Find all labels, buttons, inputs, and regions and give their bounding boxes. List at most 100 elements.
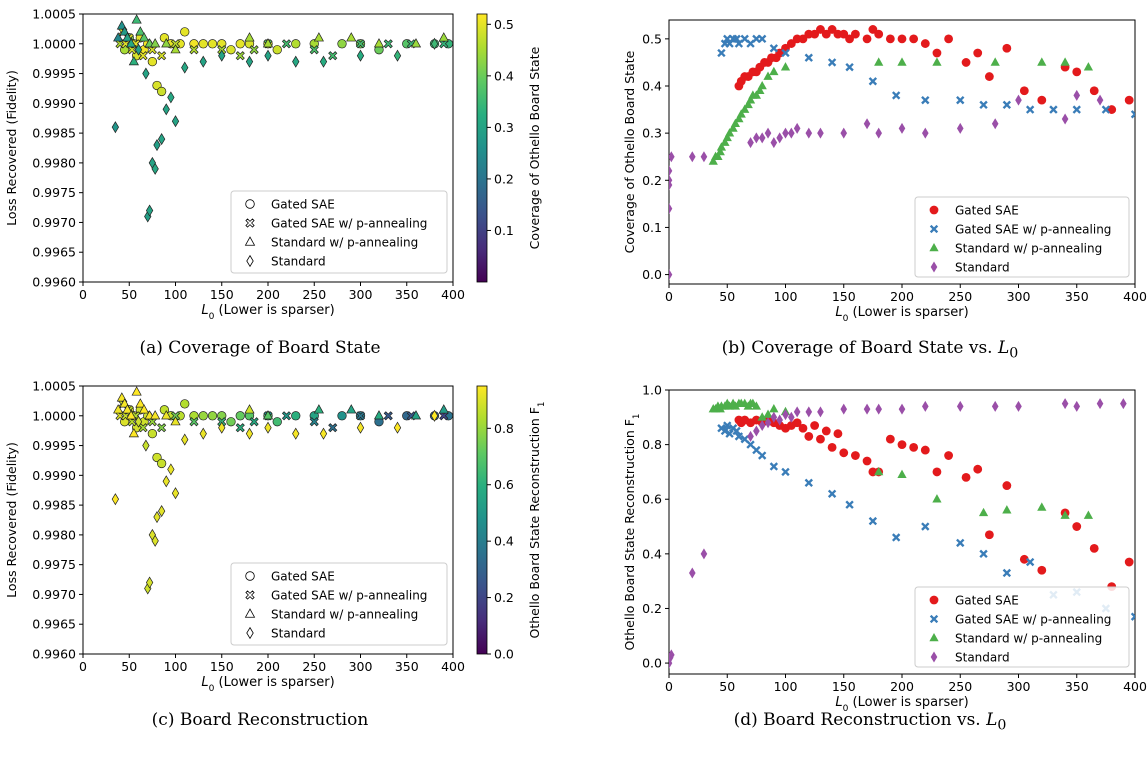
data-point	[430, 37, 439, 50]
data-point	[840, 403, 848, 415]
data-point	[383, 39, 393, 49]
legend-label: Standard w/ p-annealing	[271, 236, 418, 250]
x-tick-label: 150	[210, 287, 234, 302]
data-point	[119, 26, 130, 36]
data-point	[1037, 502, 1047, 511]
legend-label: Gated SAE w/ p-annealing	[271, 589, 427, 603]
data-point	[1073, 400, 1081, 412]
data-point	[746, 440, 755, 449]
data-point	[150, 410, 161, 420]
data-point	[909, 442, 919, 452]
caption-b: (b) Coverage of Board State vs. L0	[640, 338, 1100, 361]
data-point	[747, 137, 754, 149]
y-tick-label: 0.9985	[32, 126, 76, 141]
data-point	[131, 14, 142, 24]
data-point	[669, 203, 673, 215]
data-point	[782, 127, 789, 139]
data-point	[804, 53, 813, 62]
x-tick-label: 150	[832, 289, 856, 304]
data-point	[189, 417, 199, 427]
data-point	[1025, 557, 1035, 567]
colorbar-tick-label: 0.8	[494, 421, 514, 436]
x-tick-label: 200	[890, 679, 914, 694]
data-point	[792, 418, 802, 428]
data-point	[1015, 94, 1022, 106]
legend-marker	[246, 626, 254, 640]
y-tick-label: 1.0	[642, 383, 662, 398]
data-point	[1025, 105, 1035, 114]
data-point	[984, 530, 994, 540]
caption-d-subscript: 0	[997, 717, 1007, 734]
data-point	[162, 475, 170, 488]
data-point	[138, 404, 150, 414]
data-point	[922, 400, 929, 412]
data-point	[373, 38, 385, 48]
y-tick-label: 0.4	[642, 79, 662, 94]
y-tick-label: 1.0005	[32, 7, 76, 22]
data-point	[669, 269, 673, 281]
data-point	[991, 400, 999, 412]
data-point	[776, 132, 783, 144]
data-point	[157, 133, 166, 146]
data-point	[244, 32, 255, 42]
data-point	[788, 411, 795, 423]
y-tick-label: 1.0000	[32, 408, 76, 423]
data-point	[138, 423, 148, 433]
x-tick-label: 350	[395, 287, 419, 302]
data-point	[716, 142, 727, 151]
data-point	[810, 29, 820, 39]
colorbar-tick-label: 0.2	[494, 171, 514, 186]
y-tick-label: 0.9990	[32, 96, 76, 111]
x-tick-label: 100	[774, 679, 798, 694]
y-tick-label: 0.0	[642, 267, 662, 282]
data-point	[757, 412, 767, 421]
y-tick-label: 1.0000	[32, 36, 76, 51]
data-point	[245, 427, 254, 440]
data-point	[226, 417, 236, 427]
x-tick-label: 50	[121, 659, 137, 674]
data-point	[151, 162, 159, 175]
data-point	[875, 403, 882, 415]
legend-marker	[929, 595, 939, 605]
data-point	[1083, 62, 1094, 71]
data-point	[1124, 95, 1134, 105]
data-point	[845, 62, 854, 72]
x-tick-label: 100	[164, 659, 188, 674]
y-tick-label: 0.8	[642, 437, 662, 452]
data-point	[821, 426, 831, 436]
data-point	[839, 29, 849, 39]
data-point	[292, 427, 300, 440]
data-point	[851, 451, 860, 460]
x-axis-label: L0 (Lower is sparser)	[201, 303, 334, 322]
data-point	[1061, 398, 1069, 410]
data-point	[1083, 510, 1094, 519]
data-point	[740, 434, 749, 444]
data-point	[827, 25, 837, 34]
legend-label: Standard	[955, 261, 1010, 275]
data-point	[990, 57, 1000, 66]
legend-marker	[245, 218, 255, 228]
data-point	[769, 66, 779, 76]
colorbar-tick-label: 0.1	[494, 223, 514, 238]
y-tick-label: 0.9960	[32, 647, 76, 662]
data-point	[262, 410, 274, 420]
data-point	[700, 151, 708, 163]
data-point	[1124, 557, 1134, 567]
data-point	[769, 462, 779, 471]
data-point	[921, 522, 930, 531]
data-point	[292, 55, 300, 68]
data-point	[113, 32, 124, 42]
data-point	[863, 403, 871, 415]
legend-marker	[245, 590, 255, 600]
x-tick-label: 400	[441, 287, 465, 302]
data-point	[786, 39, 796, 48]
y-tick-label: 0.5	[642, 31, 662, 46]
data-point	[845, 500, 854, 509]
data-point	[715, 146, 725, 156]
data-point	[863, 118, 871, 130]
colorbar-tick-label: 0.0	[494, 647, 514, 662]
data-point	[147, 428, 158, 439]
data-point	[885, 434, 895, 444]
y-tick-label: 0.2	[642, 601, 662, 616]
data-point	[961, 472, 971, 482]
